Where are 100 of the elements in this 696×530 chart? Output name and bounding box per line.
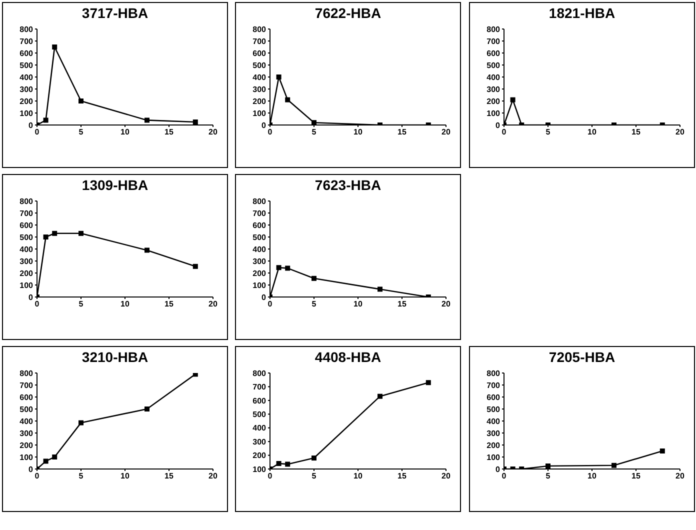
y-tick-label: 0 xyxy=(28,292,34,302)
x-tick-label: 10 xyxy=(354,472,363,481)
y-tick-label: 400 xyxy=(252,244,267,254)
x-tick-label: 5 xyxy=(546,472,551,481)
x-tick-label: 5 xyxy=(312,300,317,309)
y-tick-label: 0 xyxy=(28,464,34,474)
y-tick-label: 300 xyxy=(486,428,501,438)
x-tick-label: 15 xyxy=(164,300,174,309)
y-tick-label: 500 xyxy=(252,232,267,242)
x-tick-label: 15 xyxy=(398,300,407,309)
y-tick-label: 800 xyxy=(20,24,34,34)
x-tick-label: 5 xyxy=(78,300,84,309)
x-tick-label: 10 xyxy=(354,128,363,137)
x-tick-label: 20 xyxy=(208,128,218,137)
x-tick-label: 5 xyxy=(312,472,317,481)
x-tick-label: 20 xyxy=(208,300,218,309)
y-tick-label: 400 xyxy=(20,72,34,82)
y-tick-label: 400 xyxy=(486,416,501,426)
y-tick-label: 100 xyxy=(20,108,34,118)
y-tick-label: 0 xyxy=(262,292,267,302)
y-tick-label: 300 xyxy=(20,84,34,94)
y-tick-label: 600 xyxy=(20,48,34,58)
chart-title: 1821-HBA xyxy=(548,5,616,21)
x-tick-label: 5 xyxy=(78,128,84,137)
x-tick-label: 5 xyxy=(312,128,317,137)
y-tick-label: 500 xyxy=(20,60,34,70)
y-tick-label: 500 xyxy=(252,60,267,70)
x-tick-label: 15 xyxy=(164,128,174,137)
x-tick-label: 20 xyxy=(442,472,451,481)
x-tick-label: 0 xyxy=(502,128,507,137)
x-tick-label: 0 xyxy=(268,472,273,481)
y-tick-label: 600 xyxy=(20,392,34,402)
y-tick-label: 500 xyxy=(486,404,501,414)
y-tick-label: 700 xyxy=(20,208,34,218)
x-tick-label: 15 xyxy=(398,128,407,137)
y-tick-label: 300 xyxy=(20,428,34,438)
y-tick-label: 100 xyxy=(486,452,501,462)
y-tick-label: 200 xyxy=(20,440,34,450)
x-tick-label: 20 xyxy=(442,128,451,137)
y-tick-label: 300 xyxy=(252,256,267,266)
chart-title: 1309-HBA xyxy=(80,177,150,193)
y-tick-label: 600 xyxy=(252,48,267,58)
y-tick-label: 700 xyxy=(20,36,34,46)
x-tick-label: 10 xyxy=(588,472,597,481)
y-tick-label: 600 xyxy=(20,220,34,230)
x-tick-label: 10 xyxy=(120,300,130,309)
y-tick-label: 100 xyxy=(252,280,267,290)
y-tick-label: 400 xyxy=(486,72,501,82)
x-tick-label: 10 xyxy=(120,128,130,137)
x-tick-label: 5 xyxy=(546,128,551,137)
y-tick-label: 400 xyxy=(20,244,34,254)
x-tick-label: 10 xyxy=(354,300,363,309)
y-tick-label: 300 xyxy=(486,84,501,94)
y-tick-label: 200 xyxy=(486,440,501,450)
y-tick-label: 100 xyxy=(252,464,267,474)
y-tick-label: 600 xyxy=(252,396,267,406)
y-tick-label: 0 xyxy=(496,120,501,130)
x-tick-label: 0 xyxy=(34,128,40,137)
chart-title: 7622-HBA xyxy=(314,5,382,21)
x-tick-label: 10 xyxy=(588,128,597,137)
y-tick-label: 100 xyxy=(252,108,267,118)
y-tick-label: 200 xyxy=(20,96,34,106)
chart-title: 3717-HBA xyxy=(80,5,150,21)
x-tick-label: 20 xyxy=(208,472,218,481)
y-tick-label: 800 xyxy=(20,368,34,378)
x-tick-label: 5 xyxy=(78,472,84,481)
y-tick-label: 800 xyxy=(486,24,501,34)
y-tick-label: 700 xyxy=(252,208,267,218)
x-tick-label: 15 xyxy=(632,128,641,137)
y-tick-label: 800 xyxy=(20,196,34,206)
y-tick-label: 700 xyxy=(486,36,501,46)
y-tick-label: 600 xyxy=(486,48,501,58)
x-tick-label: 0 xyxy=(34,300,40,309)
y-tick-label: 500 xyxy=(252,410,267,419)
y-tick-label: 700 xyxy=(486,380,501,390)
y-tick-label: 200 xyxy=(252,268,267,278)
y-tick-label: 100 xyxy=(20,452,34,462)
y-tick-label: 300 xyxy=(20,256,34,266)
y-tick-label: 600 xyxy=(486,392,501,402)
y-tick-label: 300 xyxy=(252,84,267,94)
y-tick-label: 800 xyxy=(252,196,267,206)
y-tick-label: 700 xyxy=(252,36,267,46)
y-tick-label: 200 xyxy=(20,268,34,278)
y-tick-label: 400 xyxy=(252,424,267,433)
y-tick-label: 400 xyxy=(20,416,34,426)
x-tick-label: 0 xyxy=(502,472,507,481)
chart-title: 7623-HBA xyxy=(314,177,382,193)
y-tick-label: 500 xyxy=(486,60,501,70)
y-tick-label: 800 xyxy=(252,24,267,34)
y-tick-label: 100 xyxy=(20,280,34,290)
y-tick-label: 500 xyxy=(20,232,34,242)
y-tick-label: 800 xyxy=(252,368,267,378)
x-tick-label: 0 xyxy=(34,472,40,481)
y-tick-label: 0 xyxy=(262,120,267,130)
chart-title: 4408-HBA xyxy=(314,349,382,365)
y-tick-label: 700 xyxy=(20,380,34,390)
x-tick-label: 0 xyxy=(268,300,273,309)
y-tick-label: 200 xyxy=(252,451,267,460)
y-tick-label: 500 xyxy=(20,404,34,414)
y-tick-label: 100 xyxy=(486,108,501,118)
